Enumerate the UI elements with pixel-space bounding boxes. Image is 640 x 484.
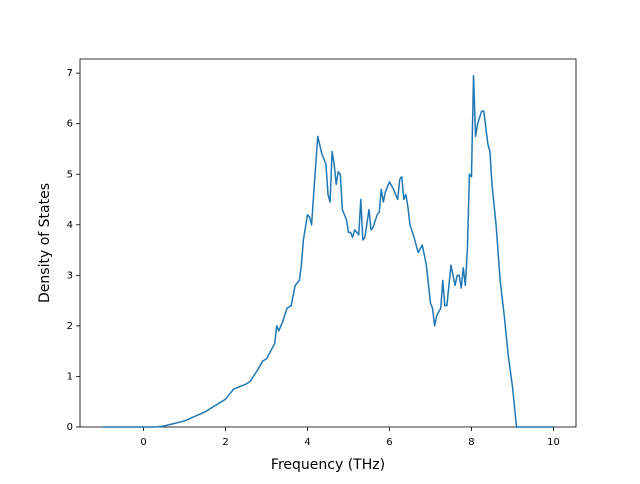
y-tick-label: 4 [67,220,73,231]
x-axis-label: Frequency (THz) [271,457,385,473]
x-tick-label: 6 [386,437,392,448]
y-tick-label: 5 [67,169,73,180]
data-line [102,74,554,428]
y-tick-label: 2 [67,321,73,332]
y-tick-label: 3 [67,270,73,281]
x-tick-label: 4 [304,437,310,448]
y-tick-label: 0 [67,422,73,433]
x-tick-label: 2 [222,437,228,448]
x-tick-label: 8 [468,437,474,448]
x-tick-label: 0 [140,437,146,448]
x-tick-label: 10 [547,437,560,448]
axes-frame [79,58,577,428]
y-tick-label: 6 [67,119,73,130]
y-tick-label: 1 [67,371,73,382]
y-axis-label: Density of States [37,183,53,303]
y-tick-label: 7 [67,68,73,79]
